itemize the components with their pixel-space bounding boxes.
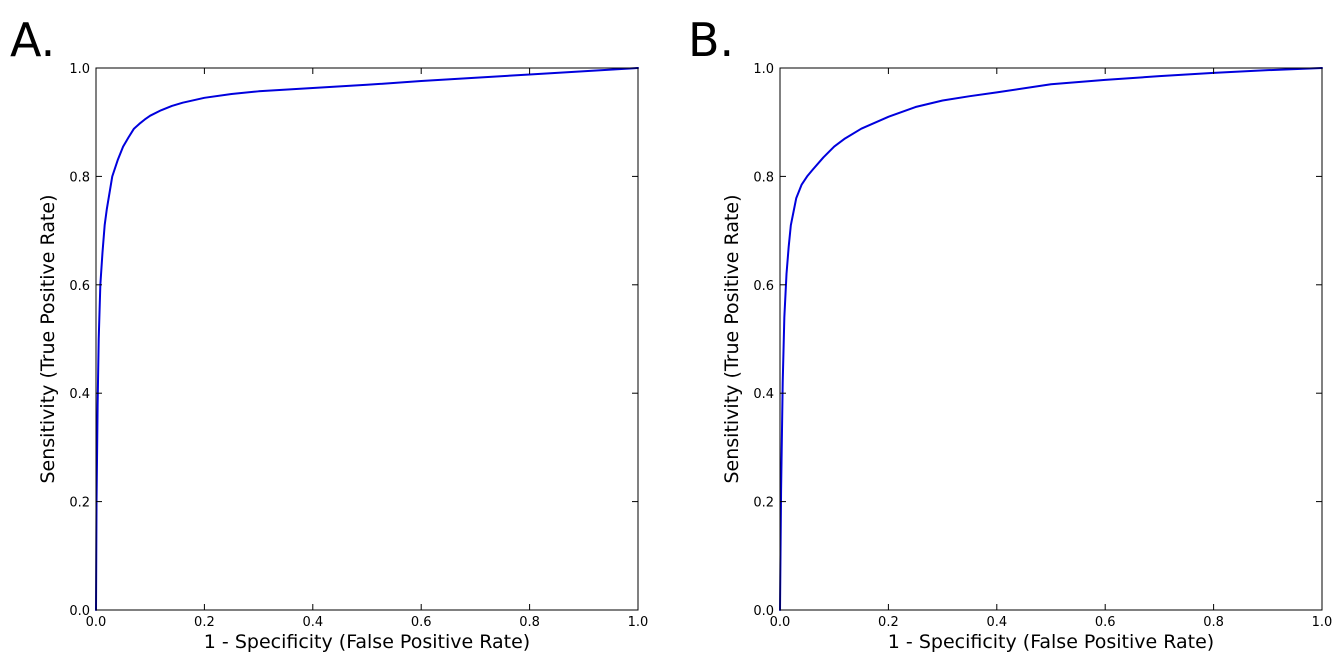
panel-label: B. <box>688 13 734 67</box>
x-tick-label: 0.4 <box>302 615 323 630</box>
roc-curve-line <box>95 67 639 611</box>
panel-b: B. 0.0 0.2 0.4 0.6 0.8 1.0 0.0 0.2 0.4 0.6 0.8 1.0 1 … <box>688 13 1332 652</box>
x-tick-label: 1.0 <box>628 615 649 630</box>
panel-a: A. 0.0 0.2 0.4 0.6 0.8 1.0 0.0 0.2 0.4 0.6 0.8 1.0 1 … <box>10 13 648 652</box>
x-tick-label: 0.4 <box>986 615 1007 630</box>
x-axis-label: 1 - Specificity (False Positive Rate) <box>888 631 1214 652</box>
y-tick-label: 0.2 <box>753 496 774 511</box>
y-tick-label: 0.4 <box>69 387 90 402</box>
x-tick-label: 0.8 <box>1203 615 1224 630</box>
x-tick-label: 0.8 <box>519 615 540 630</box>
y-tick-label: 1.0 <box>69 62 90 77</box>
y-tick-label: 0.0 <box>69 604 90 619</box>
x-tick-label: 0.2 <box>194 615 215 630</box>
y-axis-label: Sensitivity (True Positive Rate) <box>37 194 59 483</box>
y-axis-label: Sensitivity (True Positive Rate) <box>721 194 743 483</box>
y-tick-label: 0.6 <box>753 279 774 294</box>
x-tick-label: 0.6 <box>1095 615 1116 630</box>
x-axis-label: 1 - Specificity (False Positive Rate) <box>204 631 530 652</box>
x-tick-label: 0.0 <box>770 615 791 630</box>
x-tick-label: 0.6 <box>411 615 432 630</box>
y-tick-label: 0.6 <box>69 279 90 294</box>
x-tick-label: 1.0 <box>1312 615 1333 630</box>
x-tick-label: 0.2 <box>878 615 899 630</box>
x-tick-label: 0.0 <box>86 615 107 630</box>
panel-label: A. <box>10 13 55 67</box>
roc-curve-line <box>779 67 1323 611</box>
y-tick-label: 1.0 <box>753 62 774 77</box>
plot-frame <box>779 67 1323 611</box>
y-tick-label: 0.0 <box>753 604 774 619</box>
y-tick-label: 0.8 <box>69 170 90 185</box>
plot-frame <box>95 67 639 611</box>
y-tick-label: 0.8 <box>753 170 774 185</box>
y-tick-label: 0.2 <box>69 496 90 511</box>
y-tick-label: 0.4 <box>753 387 774 402</box>
